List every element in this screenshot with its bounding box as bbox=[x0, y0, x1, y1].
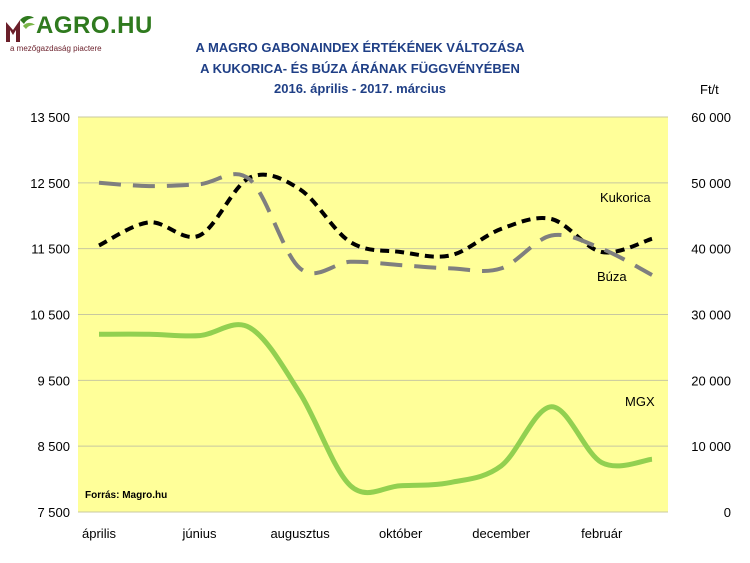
right-axis-unit-label: Ft/t bbox=[700, 82, 719, 97]
right-axis-tick-label: 40 000 bbox=[691, 242, 731, 257]
right-axis-tick-label: 60 000 bbox=[691, 110, 731, 125]
series-label: Búza bbox=[597, 269, 627, 284]
series-line-b-za bbox=[98, 172, 653, 277]
left-axis-tick-label: 8 500 bbox=[37, 439, 70, 454]
right-axis-tick-label: 10 000 bbox=[691, 439, 731, 454]
source-note: Forrás: Magro.hu bbox=[85, 490, 167, 501]
chart-title-line-2: A KUKORICA- ÉS BÚZA ÁRÁNAK FÜGGVÉNYÉBEN bbox=[200, 61, 520, 76]
right-axis-tick-label: 50 000 bbox=[691, 176, 731, 191]
left-axis-tick-label: 9 500 bbox=[37, 373, 70, 388]
right-axis-tick-label: 30 000 bbox=[691, 308, 731, 323]
series-label: Kukorica bbox=[600, 190, 651, 205]
chart-subtitle: 2016. április - 2017. március bbox=[274, 81, 446, 96]
x-axis-tick-label: augusztus bbox=[270, 526, 330, 541]
chart-title-line-1: A MAGRO GABONAINDEX ÉRTÉKÉNEK VÁLTOZÁSA bbox=[195, 40, 525, 55]
left-axis-tick-label: 10 500 bbox=[30, 308, 70, 323]
series-label: MGX bbox=[625, 394, 655, 409]
logo-brand-text: AGRO.HU bbox=[36, 12, 153, 39]
left-axis-tick-label: 12 500 bbox=[30, 176, 70, 191]
series-line-kukorica bbox=[98, 172, 653, 259]
x-axis-tick-label: október bbox=[379, 526, 423, 541]
left-axis-tick-label: 7 500 bbox=[37, 505, 70, 520]
logo-m-icon bbox=[6, 15, 35, 42]
series-line-mgx bbox=[98, 322, 653, 496]
right-axis-tick-label: 20 000 bbox=[691, 373, 731, 388]
left-axis-tick-label: 11 500 bbox=[31, 242, 70, 257]
x-axis-tick-label: december bbox=[472, 526, 530, 541]
right-axis-tick-label: 0 bbox=[724, 505, 731, 520]
left-axis-tick-label: 13 500 bbox=[30, 110, 70, 125]
x-axis-tick-label: június bbox=[182, 526, 217, 541]
magro-logo: AGRO.HU a mezőgazdaság piactere bbox=[4, 12, 154, 58]
logo-tagline: a mezőgazdaság piactere bbox=[10, 44, 102, 53]
x-axis-tick-label: április bbox=[82, 526, 116, 541]
x-axis-tick-label: február bbox=[581, 526, 623, 541]
